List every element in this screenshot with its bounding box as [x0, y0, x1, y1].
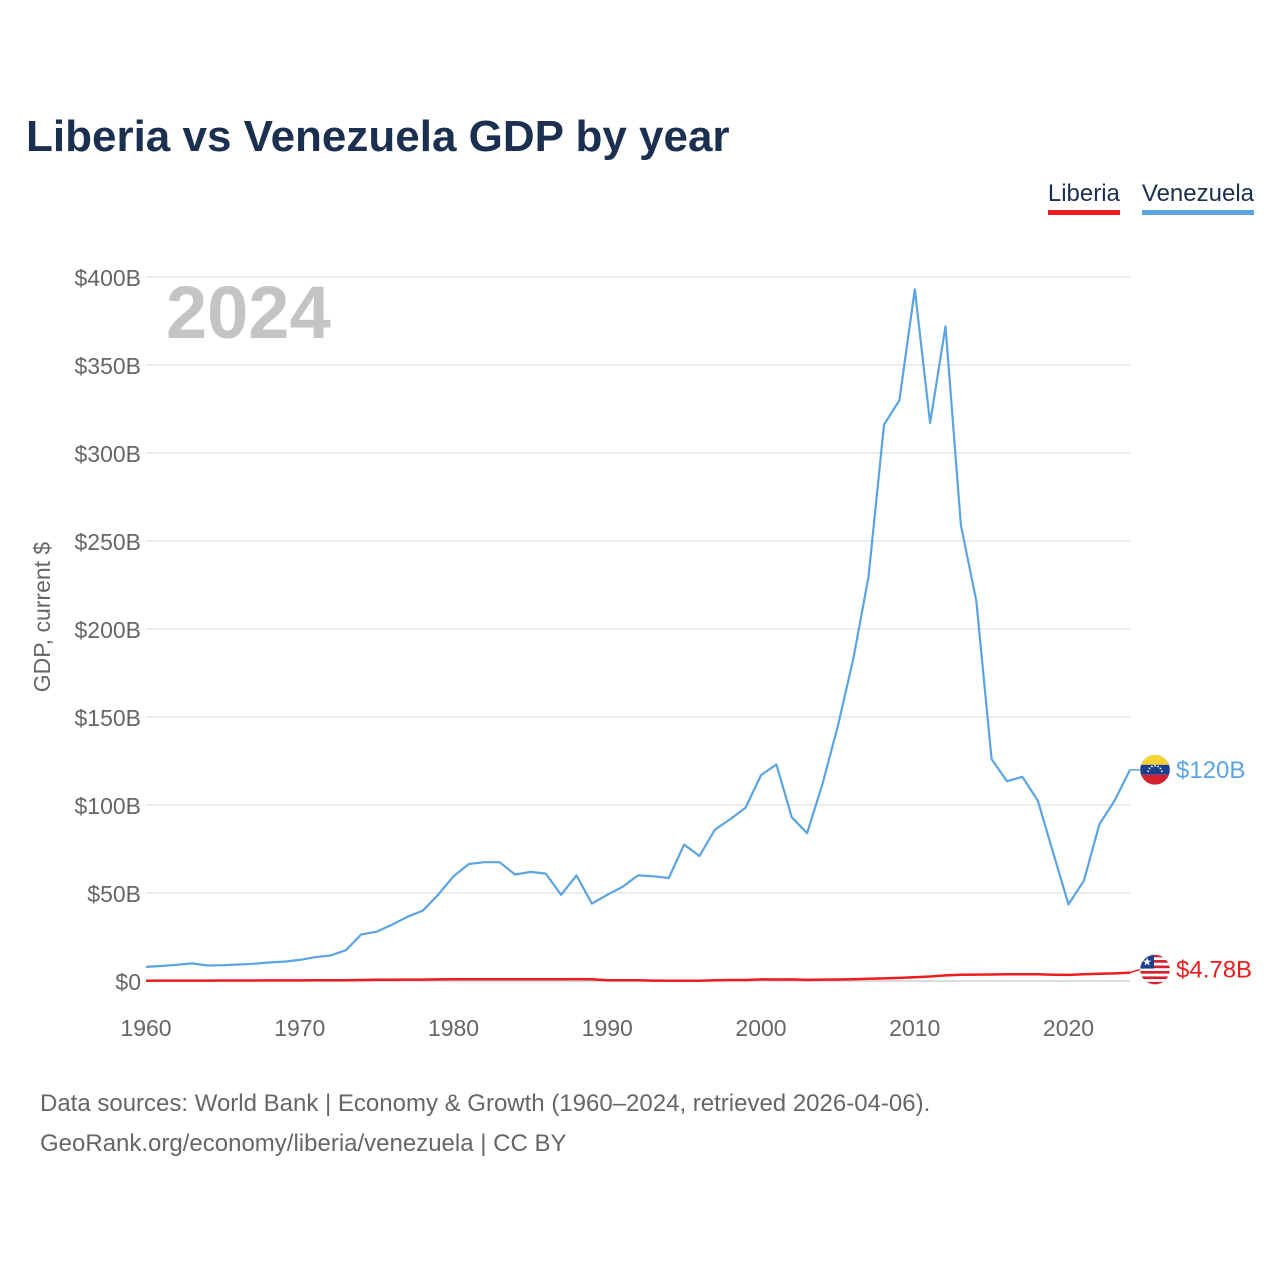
svg-text:★: ★ — [1142, 956, 1152, 969]
y-tick-label: $250B — [74, 529, 141, 555]
x-axis-ticks: 1960 1970 1980 1990 2000 2010 2020 — [120, 1015, 1094, 1041]
year-overlay: 2024 — [166, 271, 331, 354]
y-tick-label: $150B — [74, 705, 141, 731]
x-tick-label: 1990 — [582, 1015, 633, 1041]
footer-sources: Data sources: World Bank | Economy & Gro… — [40, 1090, 931, 1117]
x-tick-label: 2010 — [889, 1015, 940, 1041]
venezuela-flag-icon — [1139, 754, 1171, 786]
x-tick-label: 1960 — [120, 1015, 171, 1041]
x-tick-label: 2000 — [735, 1015, 786, 1041]
x-tick-label: 2020 — [1043, 1015, 1094, 1041]
y-tick-label: $300B — [74, 441, 141, 467]
footer: Data sources: World Bank | Economy & Gro… — [40, 1084, 930, 1164]
y-tick-label: $0 — [115, 969, 141, 995]
legend: Liberia Venezuela — [1047, 180, 1254, 215]
end-label-venezuela: $120B — [1176, 757, 1245, 784]
y-axis-ticks: $0 $50B $100B $150B $200B $250B $300B $350B $400… — [74, 265, 141, 995]
footer-url[interactable]: GeoRank.org/economy/liberia/venezuela | … — [40, 1130, 567, 1157]
legend-item-venezuela[interactable]: Venezuela — [1141, 180, 1254, 215]
x-tick-label: 1970 — [274, 1015, 325, 1041]
liberia-flag-icon: ★ — [1139, 954, 1171, 985]
y-tick-label: $200B — [74, 617, 141, 643]
x-tick-label: 1980 — [428, 1015, 479, 1041]
end-label-liberia: $4.78B — [1176, 957, 1252, 984]
series-line-liberia — [145, 971, 1131, 983]
y-tick-label: $100B — [74, 793, 141, 819]
chart-title: Liberia vs Venezuela GDP by year — [26, 112, 730, 161]
legend-item-liberia[interactable]: Liberia — [1047, 180, 1120, 215]
y-tick-label: $350B — [74, 353, 141, 379]
y-tick-label: $50B — [87, 881, 141, 907]
series-line-venezuela — [145, 288, 1131, 968]
end-connector — [1129, 968, 1141, 974]
y-tick-label: $400B — [74, 265, 141, 291]
y-axis-label: GDP, current $ — [29, 542, 55, 693]
